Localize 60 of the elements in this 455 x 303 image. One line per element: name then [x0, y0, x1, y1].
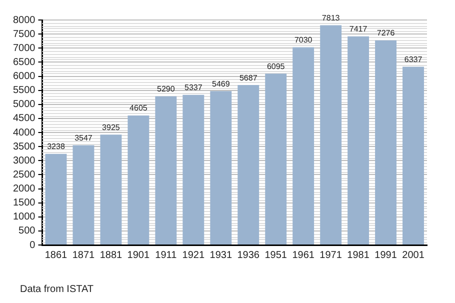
y-tick-label: 1000: [12, 212, 36, 223]
y-tick-label: 500: [18, 226, 36, 237]
y-tick-label: 8000: [12, 14, 36, 26]
x-tick-label: 1931: [210, 250, 232, 261]
data-label: 3547: [74, 133, 93, 142]
y-tick-label: 6000: [12, 71, 36, 82]
data-label: 3925: [102, 122, 120, 132]
bar: [348, 36, 370, 244]
bar: [265, 74, 287, 244]
x-tick-label: 1871: [72, 250, 96, 261]
x-tick-label: 1951: [264, 250, 288, 261]
data-label: 7813: [322, 13, 340, 22]
data-label: 7417: [349, 24, 368, 34]
y-tick-label: 4000: [12, 127, 36, 138]
x-tick-label: 1981: [347, 250, 370, 261]
y-tick-label: 3000: [12, 155, 36, 166]
bar: [402, 66, 424, 244]
data-label: 5290: [157, 84, 176, 94]
x-tick-label: 1961: [292, 250, 315, 261]
x-tick-label: 1936: [237, 250, 260, 261]
x-tick-label: 1921: [182, 250, 205, 261]
bar: [375, 40, 396, 244]
data-label: 4605: [130, 104, 148, 113]
bar: [45, 154, 67, 244]
x-tick-label: 2001: [402, 250, 425, 261]
data-label: 6337: [404, 54, 423, 64]
bar: [182, 94, 204, 244]
data-label: 5337: [184, 83, 203, 92]
bar: [155, 96, 177, 244]
x-tick-label: 1911: [155, 250, 178, 261]
bar: [128, 115, 150, 244]
data-label: 3238: [47, 142, 66, 152]
y-tick-label: 4500: [12, 113, 36, 124]
x-tick-label: 1991: [374, 250, 398, 261]
y-tick-label: 5500: [12, 85, 36, 96]
text: Data from ISTAT: [20, 284, 94, 295]
data-label: 6095: [266, 62, 286, 71]
data-label: 5469: [212, 79, 230, 88]
x-tick-label: 1881: [100, 250, 123, 261]
data-label: 7276: [376, 28, 396, 38]
y-tick-label: 2500: [12, 169, 36, 180]
y-tick-label: 6500: [12, 56, 36, 68]
bar: [320, 25, 342, 244]
y-tick-label: 5000: [12, 99, 36, 110]
x-tick-label: 1861: [44, 250, 68, 261]
bar: [210, 91, 232, 244]
y-tick-label: 7000: [12, 42, 36, 54]
y-tick-label: 7500: [12, 28, 36, 40]
data-label: 5687: [239, 73, 258, 82]
bar: [72, 145, 94, 244]
y-tick-label: 1500: [12, 198, 36, 209]
data-label: 7030: [294, 35, 313, 44]
bar: [100, 134, 122, 244]
y-tick-label: 2000: [12, 184, 36, 194]
y-tick-label: 0: [30, 240, 36, 251]
bar: [292, 47, 314, 244]
x-tick-label: 1971: [320, 250, 342, 261]
y-tick-label: 3500: [12, 141, 36, 152]
x-tick-label: 1901: [127, 250, 150, 261]
bar: [238, 85, 260, 244]
